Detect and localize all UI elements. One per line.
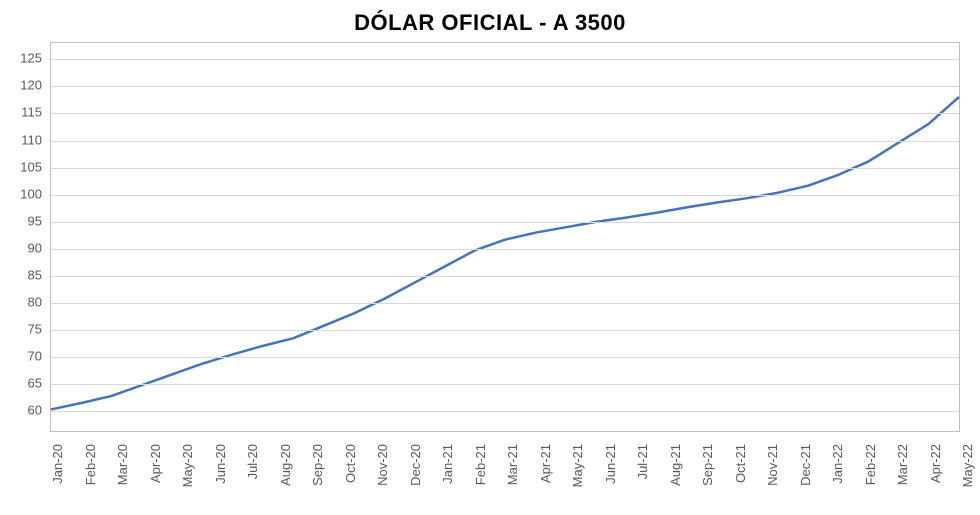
- y-tick-label: 70: [28, 349, 42, 364]
- x-tick-label: Feb-21: [473, 444, 488, 485]
- plot-wrapper: 6065707580859095100105110115120125: [50, 42, 960, 432]
- gridline: [51, 411, 959, 412]
- y-axis: 60 65 70 75 80 85 90 95 100 105 110 115 120 125: [10, 42, 46, 432]
- gridline: [51, 195, 959, 196]
- x-tick-label: May-20: [180, 444, 195, 487]
- x-tick-label: Dec-20: [408, 444, 423, 486]
- y-tick-label: 60: [28, 403, 42, 418]
- x-tick-label: Jun-20: [213, 444, 228, 484]
- gridline: [51, 59, 959, 60]
- y-tick-label: 90: [28, 240, 42, 255]
- y-tick-label: 95: [28, 213, 42, 228]
- x-tick-label: Feb-22: [863, 444, 878, 485]
- gridline: [51, 303, 959, 304]
- gridline: [51, 86, 959, 87]
- x-tick-label: Sep-20: [310, 444, 325, 486]
- y-tick-label: 65: [28, 376, 42, 391]
- x-tick-label: Mar-22: [895, 444, 910, 485]
- x-tick-label: Aug-21: [668, 444, 683, 486]
- y-tick-label: 115: [21, 105, 42, 120]
- x-tick-label: Jun-21: [603, 444, 618, 484]
- gridline: [51, 357, 959, 358]
- gridline: [51, 113, 959, 114]
- chart-title: DÓLAR OFICIAL - A 3500: [0, 0, 980, 42]
- x-tick-label: Jan-21: [440, 444, 455, 484]
- gridline: [51, 249, 959, 250]
- chart-container: DÓLAR OFICIAL - A 3500 60 65 70 75 80 85 90 95 1…: [0, 0, 980, 515]
- x-tick-label: Apr-22: [928, 444, 943, 483]
- x-axis: Jan-20 Feb-20 Mar-20 Apr-20 May-20 Jun-20 Jul-…: [50, 440, 960, 515]
- x-tick-label: Dec-21: [798, 444, 813, 486]
- gridline: [51, 141, 959, 142]
- line-chart-svg: [51, 43, 959, 431]
- x-tick-label: Oct-21: [733, 444, 748, 483]
- x-tick-label: Mar-20: [115, 444, 130, 485]
- y-tick-label: 110: [21, 132, 42, 147]
- y-tick-label: 105: [20, 159, 42, 174]
- y-tick-label: 85: [28, 267, 42, 282]
- x-tick-label: Jul-21: [635, 444, 650, 479]
- y-tick-label: 125: [20, 51, 42, 66]
- y-tick-label: 80: [28, 295, 42, 310]
- gridline: [51, 222, 959, 223]
- x-tick-label: Apr-21: [538, 444, 553, 483]
- x-tick-label: Jan-22: [830, 444, 845, 484]
- gridline: [51, 330, 959, 331]
- x-tick-label: Aug-20: [278, 444, 293, 486]
- y-tick-label: 100: [20, 186, 42, 201]
- x-tick-label: Sep-21: [700, 444, 715, 486]
- x-tick-label: Apr-20: [148, 444, 163, 483]
- x-tick-label: May-21: [570, 444, 585, 487]
- y-tick-label: 120: [20, 78, 42, 93]
- plot-area: [50, 42, 960, 432]
- x-tick-label: Jul-20: [245, 444, 260, 479]
- x-tick-label: Mar-21: [505, 444, 520, 485]
- gridline: [51, 384, 959, 385]
- data-line: [51, 97, 959, 410]
- x-tick-label: Feb-20: [83, 444, 98, 485]
- x-tick-label: Jan-20: [50, 444, 65, 484]
- x-tick-label: Oct-20: [343, 444, 358, 483]
- x-tick-label: Nov-20: [375, 444, 390, 486]
- x-tick-label: Nov-21: [765, 444, 780, 486]
- gridline: [51, 276, 959, 277]
- gridline: [51, 168, 959, 169]
- x-tick-label: May-22: [960, 444, 975, 487]
- y-tick-label: 75: [28, 322, 42, 337]
